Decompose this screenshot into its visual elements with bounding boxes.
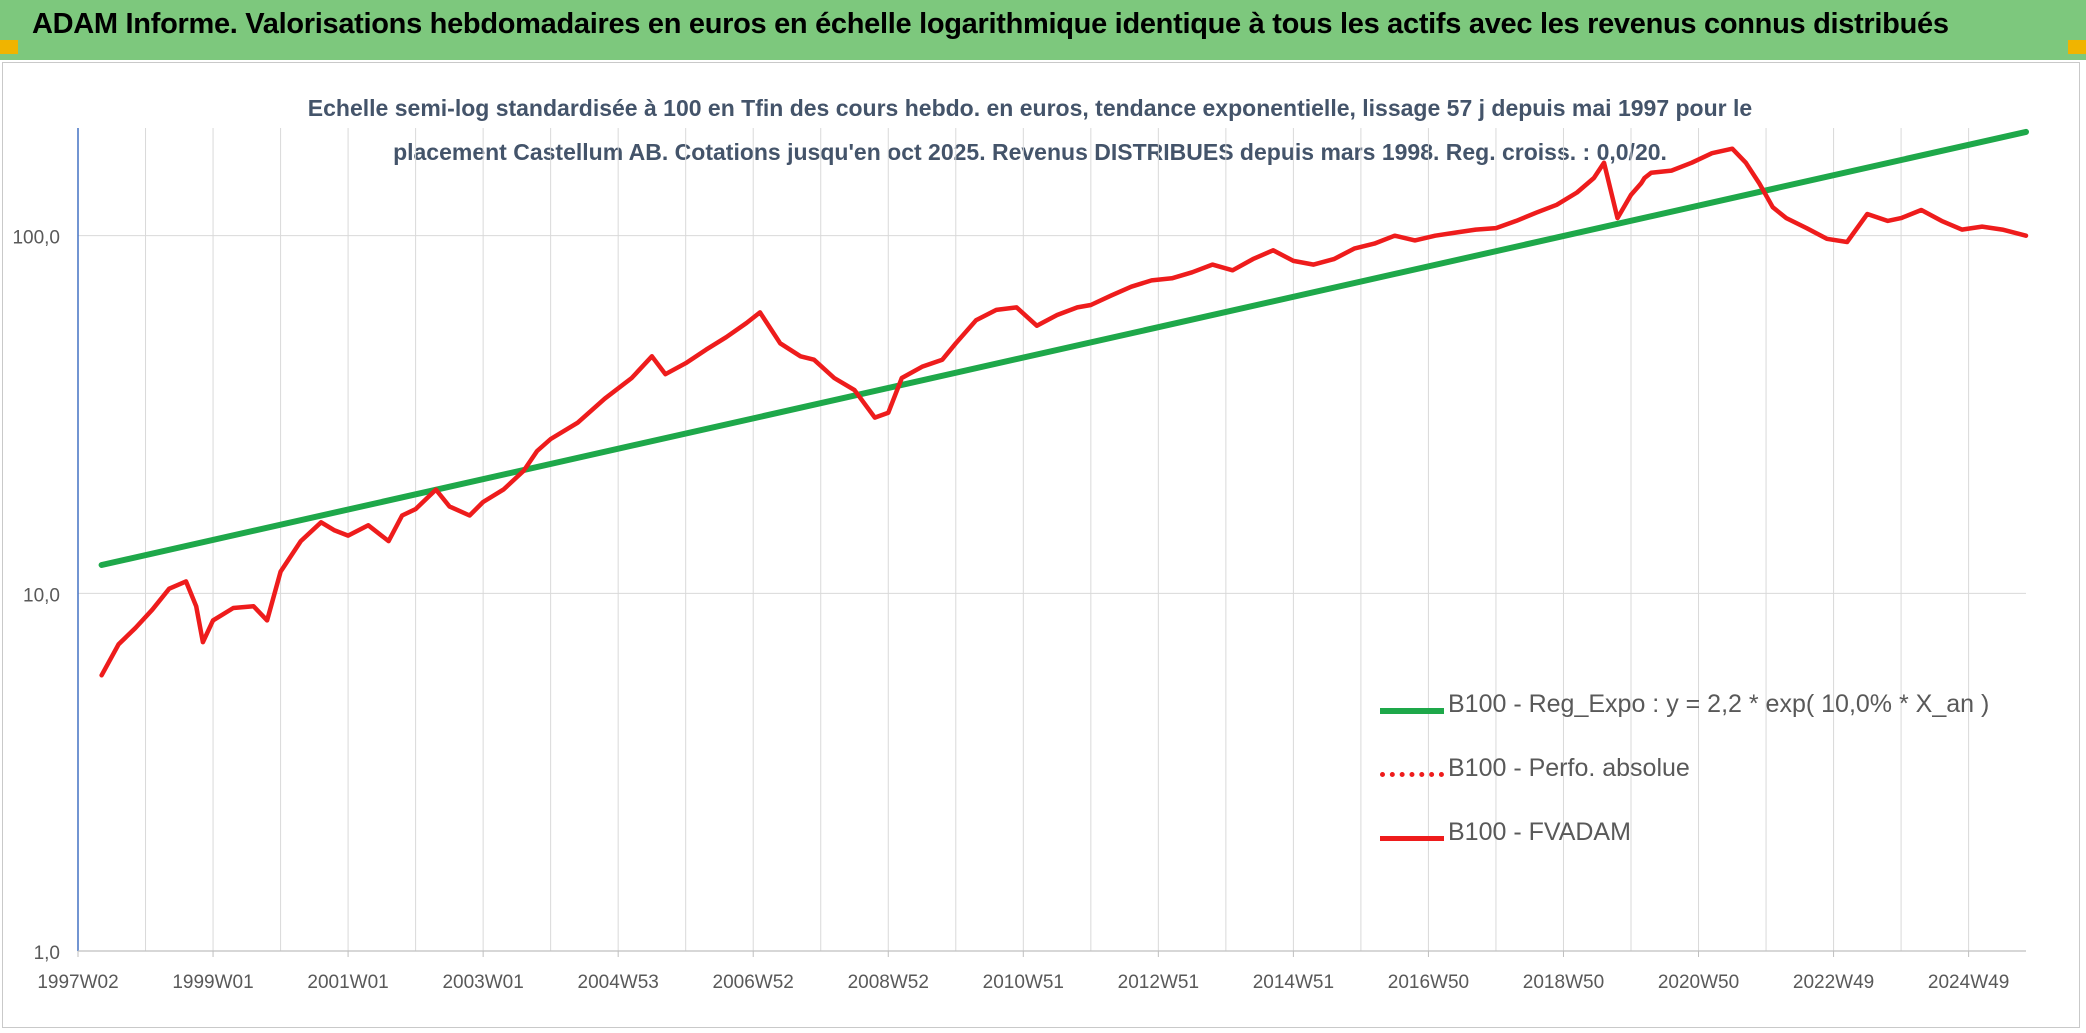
report-header: ADAM Informe. Valorisations hebdomadaire…	[0, 0, 2086, 60]
legend-label-perfo: B100 - Perfo. absolue	[1448, 754, 1690, 782]
y-tick-label: 10,0	[23, 585, 60, 606]
x-tick-label: 2014W51	[1253, 972, 1334, 993]
x-tick-label: 2004W53	[578, 972, 659, 993]
x-tick-label: 2003W01	[442, 972, 523, 993]
tick-labels: 1,0 10,0 100,0 1997W02 1999W01 2001W01 2003W01…	[12, 228, 2009, 993]
chart-title-line-1: Echelle semi-log standardisée à 100 en T…	[307, 95, 1753, 121]
legend-item-trend: B100 - Reg_Expo : y = 2,2 * exp( 10,0% *…	[1380, 680, 2020, 744]
y-tick-label: 1,0	[34, 943, 60, 964]
series-lines	[98, 128, 2029, 678]
report-title: ADAM Informe. Valorisations hebdomadaire…	[32, 8, 1949, 40]
x-tick-label: 2022W49	[1793, 972, 1874, 993]
legend-swatch-trend	[1380, 708, 1444, 714]
legend-swatch-perfo	[1380, 772, 1444, 777]
legend-label-trend: B100 - Reg_Expo : y = 2,2 * exp( 10,0% *…	[1448, 690, 1990, 718]
x-tick-label: 2001W01	[307, 972, 388, 993]
x-tick-label: 1999W01	[172, 972, 253, 993]
series-line-0	[98, 128, 2029, 568]
chart-legend: B100 - Reg_Expo : y = 2,2 * exp( 10,0% *…	[1380, 680, 2020, 872]
legend-item-fvadam: B100 - FVADAM	[1380, 808, 2020, 872]
x-tick-label: 2016W50	[1388, 972, 1469, 993]
chart-title: Echelle semi-log standardisée à 100 en T…	[200, 86, 1860, 174]
x-tick-label: 2020W50	[1658, 972, 1739, 993]
x-tick-label: 2018W50	[1523, 972, 1604, 993]
legend-label-fvadam: B100 - FVADAM	[1448, 818, 1631, 846]
series-line-2	[99, 146, 2029, 678]
chart-frame	[2, 62, 2080, 1028]
x-tick-label: 2024W49	[1928, 972, 2009, 993]
corner-marker-right	[2068, 40, 2086, 54]
x-tick-label: 2010W51	[983, 972, 1064, 993]
x-tick-label: 1997W02	[37, 972, 118, 993]
axes	[77, 128, 2026, 957]
x-tick-label: 2012W51	[1118, 972, 1199, 993]
legend-item-perfo: B100 - Perfo. absolue	[1380, 744, 2020, 808]
corner-marker-left	[0, 40, 18, 54]
legend-swatch-fvadam	[1380, 836, 1444, 841]
x-tick-label: 2006W52	[713, 972, 794, 993]
x-tick-label: 2008W52	[848, 972, 929, 993]
chart-title-line-2: placement Castellum AB. Cotations jusqu'…	[393, 139, 1667, 165]
y-tick-label: 100,0	[12, 228, 60, 249]
